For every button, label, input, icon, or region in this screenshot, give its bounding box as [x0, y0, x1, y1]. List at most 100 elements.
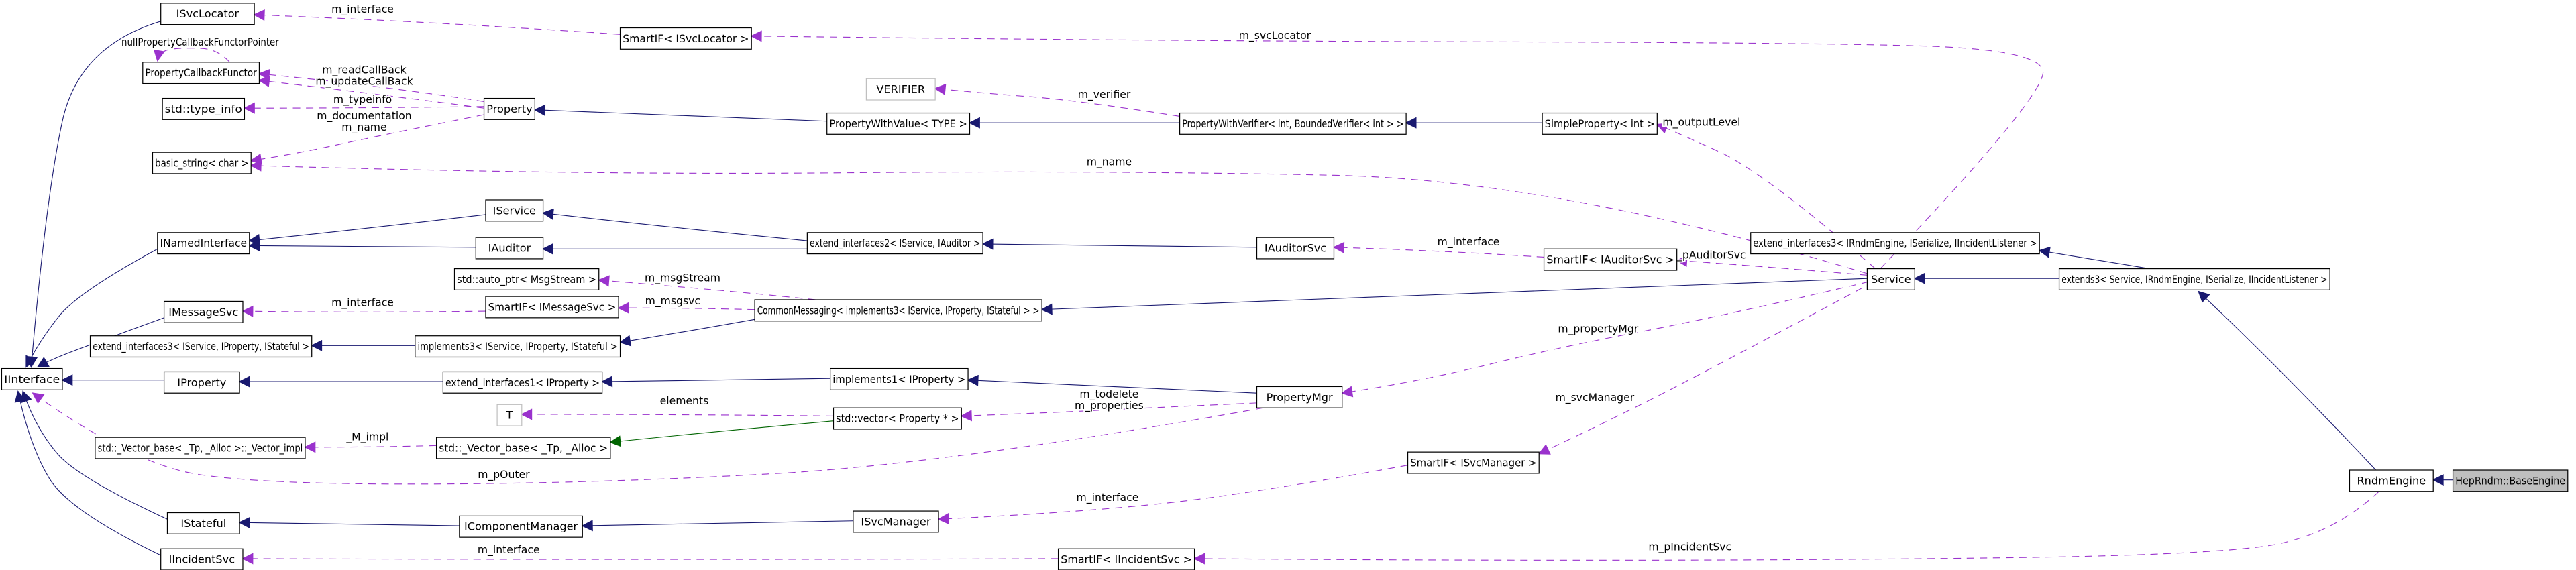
node-pwverifier[interactable]: PropertyWithVerifier< int, BoundedVerifi…	[1179, 112, 1407, 135]
node-box-smartif_iauditorsvc[interactable]	[1543, 248, 1678, 271]
node-isvcmanager[interactable]: ISvcManager	[853, 510, 939, 533]
node-label-icompmgr[interactable]: IComponentManager	[464, 520, 578, 533]
node-typeinfo[interactable]: std::type_info	[162, 97, 246, 120]
node-label-basicstring[interactable]: basic_string< char >	[155, 157, 248, 170]
node-label-verifier[interactable]: VERIFIER	[876, 83, 925, 96]
node-iservice[interactable]: IService	[485, 199, 544, 222]
node-label-extends3[interactable]: extends3< Service, IRndmEngine, ISeriali…	[2061, 273, 2327, 286]
node-box-simpleprop[interactable]	[1542, 112, 1658, 135]
node-label-simpleprop[interactable]: SimpleProperty< int >	[1545, 117, 1655, 130]
node-label-isvclocator[interactable]: ISvcLocator	[176, 7, 239, 20]
node-box-iinterface[interactable]	[1, 367, 63, 390]
node-basicstring[interactable]: basic_string< char >	[152, 152, 252, 174]
node-istateful[interactable]: IStateful	[166, 512, 240, 534]
node-box-extends3[interactable]	[2058, 268, 2330, 290]
node-box-iauditorsvc[interactable]	[1256, 237, 1335, 260]
node-impl3[interactable]: implements3< IService, IProperty, IState…	[415, 335, 621, 358]
node-smartif_isvclocator[interactable]: SmartIF< ISvcLocator >	[619, 27, 752, 50]
node-vecbase[interactable]: std::_Vector_base< _Tp, _Alloc >	[435, 437, 611, 459]
node-ext3_rndm[interactable]: extend_interfaces3< IRndmEngine, ISerial…	[1750, 232, 2040, 255]
node-label-propertymgr[interactable]: PropertyMgr	[1267, 391, 1333, 404]
node-label-vector[interactable]: std::vector< Property * >	[836, 412, 959, 425]
node-box-ext2[interactable]	[806, 232, 983, 255]
node-box-heprndm[interactable]	[2452, 469, 2569, 492]
node-label-property[interactable]: Property	[486, 103, 533, 115]
node-box-imessagesvc[interactable]	[163, 300, 244, 323]
node-box-iauditor[interactable]	[475, 237, 544, 260]
node-label-pwverifier[interactable]: PropertyWithVerifier< int, BoundedVerifi…	[1182, 117, 1403, 130]
node-box-propertymgr[interactable]	[1256, 386, 1343, 408]
node-box-istateful[interactable]	[166, 512, 240, 534]
node-box-ext3_rndm[interactable]	[1750, 232, 2040, 255]
node-label-inamed[interactable]: INamedInterface	[160, 237, 247, 249]
node-label-vecbase[interactable]: std::_Vector_base< _Tp, _Alloc >	[439, 442, 608, 455]
node-label-ext3_ips[interactable]: extend_interfaces3< IService, IProperty,…	[93, 340, 309, 353]
node-box-service[interactable]	[1866, 268, 1915, 290]
node-box-vector[interactable]	[833, 407, 962, 430]
node-box-impl3[interactable]	[415, 335, 621, 358]
node-label-imessagesvc[interactable]: IMessageSvc	[168, 306, 238, 319]
node-imessagesvc[interactable]: IMessageSvc	[163, 300, 244, 323]
node-label-iservice[interactable]: IService	[493, 204, 536, 217]
node-pwv[interactable]: PropertyWithValue< TYPE >	[826, 112, 971, 135]
node-vecimpl[interactable]: std::_Vector_base< _Tp, _Alloc >::_Vecto…	[95, 437, 306, 459]
node-box-rndmengine[interactable]	[2349, 469, 2434, 492]
node-label-ext1[interactable]: extend_interfaces1< IProperty >	[445, 376, 600, 390]
node-iproperty[interactable]: IProperty	[163, 371, 240, 394]
node-box-tparam[interactable]	[496, 404, 523, 426]
node-box-vecimpl[interactable]	[95, 437, 306, 459]
node-smartif_imsg[interactable]: SmartIF< IMessageSvc >	[485, 296, 619, 319]
node-box-smartif_isvcmgr[interactable]	[1407, 451, 1540, 474]
node-box-iservice[interactable]	[485, 199, 544, 222]
node-verifier[interactable]: VERIFIER	[865, 78, 936, 101]
node-label-isvcmanager[interactable]: ISvcManager	[861, 515, 931, 528]
node-label-smartif_isvcmgr[interactable]: SmartIF< ISvcManager >	[1410, 456, 1536, 469]
node-label-ext3_rndm[interactable]: extend_interfaces3< IRndmEngine, ISerial…	[1753, 237, 2037, 250]
node-label-autoptr[interactable]: std::auto_ptr< MsgStream >	[457, 273, 596, 286]
node-box-basicstring[interactable]	[152, 152, 252, 174]
node-icompmgr[interactable]: IComponentManager	[459, 515, 583, 538]
node-box-iincidentsvc[interactable]	[160, 548, 244, 570]
node-label-iproperty[interactable]: IProperty	[177, 376, 226, 389]
node-inamed[interactable]: INamedInterface	[157, 232, 250, 255]
node-smartif_iincident[interactable]: SmartIF< IIncidentSvc >	[1057, 548, 1195, 570]
node-isvclocator[interactable]: ISvcLocator	[160, 3, 255, 25]
node-iauditorsvc[interactable]: IAuditorSvc	[1256, 237, 1335, 260]
node-extends3[interactable]: extends3< Service, IRndmEngine, ISeriali…	[2058, 268, 2330, 290]
node-label-smartif_iincident[interactable]: SmartIF< IIncidentSvc >	[1061, 553, 1192, 566]
node-box-impl1[interactable]	[829, 367, 969, 390]
node-rndmengine[interactable]: RndmEngine	[2349, 469, 2434, 492]
node-simpleprop[interactable]: SimpleProperty< int >	[1542, 112, 1658, 135]
node-label-commonmsg[interactable]: CommonMessaging< implements3< IService, …	[757, 304, 1040, 317]
node-impl1[interactable]: implements1< IProperty >	[829, 367, 969, 390]
node-ext3_ips[interactable]: extend_interfaces3< IService, IProperty,…	[89, 335, 313, 358]
node-box-ext1[interactable]	[442, 371, 603, 394]
node-box-pwv[interactable]	[826, 112, 971, 135]
node-iinterface[interactable]: IInterface	[1, 367, 63, 390]
node-box-smartif_imsg[interactable]	[485, 296, 619, 319]
node-label-rndmengine[interactable]: RndmEngine	[2357, 474, 2426, 487]
node-heprndm[interactable]: HepRndm::BaseEngine	[2452, 469, 2569, 492]
node-commonmsg[interactable]: CommonMessaging< implements3< IService, …	[754, 299, 1042, 322]
node-label-smartif_isvclocator[interactable]: SmartIF< ISvcLocator >	[623, 32, 749, 45]
node-pcf[interactable]: PropertyCallbackFunctor	[142, 62, 260, 84]
node-vector[interactable]: std::vector< Property * >	[833, 407, 962, 430]
node-label-pcf[interactable]: PropertyCallbackFunctor	[145, 66, 257, 79]
node-box-iproperty[interactable]	[163, 371, 240, 394]
node-box-isvclocator[interactable]	[160, 3, 255, 25]
node-label-iauditor[interactable]: IAuditor	[488, 242, 531, 255]
node-box-inamed[interactable]	[157, 232, 250, 255]
node-box-autoptr[interactable]	[453, 268, 600, 290]
node-box-smartif_iincident[interactable]	[1057, 548, 1195, 570]
node-property[interactable]: Property	[483, 97, 535, 120]
node-label-impl3[interactable]: implements3< IService, IProperty, IState…	[417, 340, 617, 353]
node-smartif_isvcmgr[interactable]: SmartIF< ISvcManager >	[1407, 451, 1540, 474]
node-label-smartif_imsg[interactable]: SmartIF< IMessageSvc >	[488, 300, 616, 313]
node-box-pcf[interactable]	[142, 62, 260, 84]
node-box-smartif_isvclocator[interactable]	[619, 27, 752, 50]
node-iincidentsvc[interactable]: IIncidentSvc	[160, 548, 244, 570]
node-label-ext2[interactable]: extend_interfaces2< IService, IAuditor >	[810, 237, 980, 250]
node-label-tparam[interactable]: T	[506, 409, 513, 422]
node-ext2[interactable]: extend_interfaces2< IService, IAuditor >	[806, 232, 983, 255]
node-box-pwverifier[interactable]	[1179, 112, 1407, 135]
